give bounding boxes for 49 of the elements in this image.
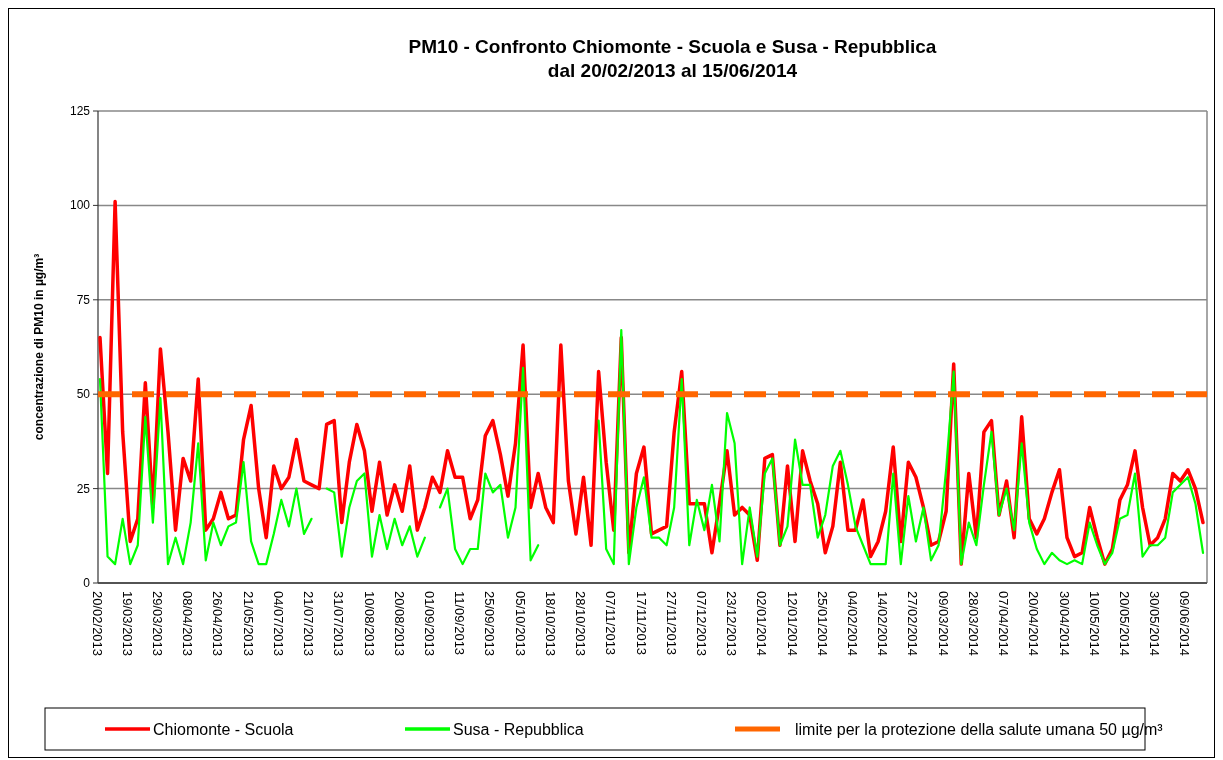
x-tick-label: 04/07/2013 — [270, 591, 286, 657]
x-tick-label: 20/02/2013 — [89, 591, 105, 657]
x-tick-label: 20/08/2013 — [391, 591, 407, 657]
x-tick-label: 30/05/2014 — [1147, 591, 1163, 657]
x-tick-label: 11/09/2013 — [452, 591, 468, 656]
x-tick-label: 12/01/2014 — [784, 591, 800, 657]
x-tick-label: 28/03/2014 — [965, 591, 981, 657]
x-tick-label: 27/02/2014 — [905, 591, 921, 657]
x-tick-label: 18/10/2013 — [542, 591, 558, 657]
x-tick-label: 25/01/2014 — [814, 591, 830, 657]
x-tick-label: 25/09/2013 — [482, 591, 498, 657]
x-tick-label: 14/02/2014 — [875, 591, 891, 657]
y-tick-label: 125 — [69, 104, 91, 118]
x-tick-label: 04/02/2014 — [845, 591, 861, 657]
x-tick-label: 09/06/2014 — [1177, 591, 1193, 657]
y-tick-label: 25 — [76, 481, 91, 496]
legend-label: limite per la protezione della salute umana 50 µg/m³ — [795, 721, 1164, 738]
legend-label: Chiomonte - Scuola — [153, 721, 294, 738]
x-tick-label: 10/05/2014 — [1086, 591, 1102, 657]
x-tick-label: 26/04/2013 — [210, 591, 226, 657]
x-tick-label: 29/03/2013 — [150, 591, 165, 657]
x-tick-label: 20/04/2014 — [1026, 591, 1042, 657]
x-tick-label: 17/11/2013 — [633, 591, 649, 656]
x-tick-label: 31/07/2013 — [331, 591, 347, 657]
x-tick-label: 10/08/2013 — [361, 591, 377, 657]
chart-subtitle: dal 20/02/2013 al 15/06/2014 — [547, 60, 798, 81]
x-tick-label: 09/03/2014 — [935, 591, 951, 657]
x-tick-label: 08/04/2013 — [180, 591, 196, 657]
x-tick-label: 20/05/2014 — [1117, 591, 1133, 657]
x-tick-label: 21/05/2013 — [240, 591, 256, 657]
x-tick-label: 27/11/2013 — [663, 591, 679, 656]
x-tick-label: 07/04/2014 — [996, 591, 1012, 657]
x-tick-label: 19/03/2013 — [119, 591, 135, 657]
x-tick-label: 28/10/2013 — [573, 591, 589, 657]
chart-title: PM10 - Confronto Chiomonte - Scuola e Susa - Repubblica — [408, 36, 937, 57]
y-tick-label: 75 — [76, 292, 91, 307]
x-tick-label: 21/07/2013 — [301, 591, 317, 657]
legend-label: Susa - Repubblica — [453, 721, 584, 738]
y-tick-label: 50 — [76, 387, 91, 402]
y-tick-label: 100 — [69, 198, 91, 213]
y-tick-label: 0 — [83, 576, 91, 590]
x-tick-label: 07/11/2013 — [603, 591, 619, 656]
x-tick-label: 01/09/2013 — [421, 591, 437, 657]
x-tick-label: 02/01/2014 — [754, 591, 770, 657]
x-tick-label: 05/10/2013 — [512, 591, 528, 657]
x-tick-label: 30/04/2014 — [1056, 591, 1072, 657]
y-axis-title: concentrazione di PM10 in µg/m³ — [32, 253, 46, 441]
x-tick-label: 23/12/2013 — [724, 591, 740, 657]
x-tick-label: 07/12/2013 — [693, 591, 709, 657]
